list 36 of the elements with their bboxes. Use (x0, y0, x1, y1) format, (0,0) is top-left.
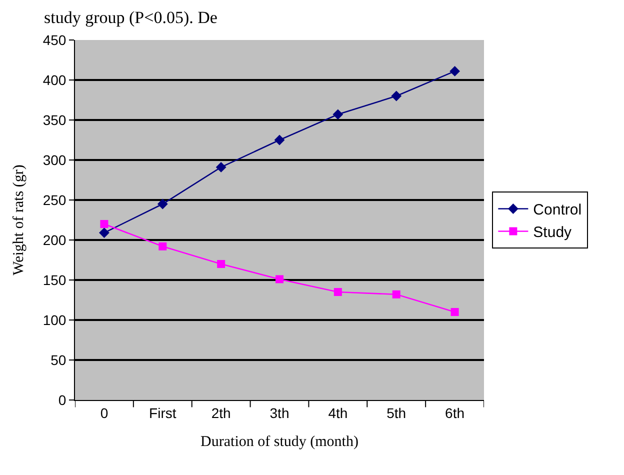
y-tick-label: 350 (42, 112, 66, 128)
point (100, 220, 108, 228)
x-tick-label: 0 (100, 404, 108, 421)
x-tick-label: 4th (328, 404, 348, 421)
x-axis-title: Duration of study (month) (200, 434, 358, 450)
legend-label: Study (533, 224, 572, 242)
x-tick-label: 2th (211, 404, 231, 421)
x-tick-label: 3th (270, 404, 290, 421)
y-tick-label: 200 (42, 232, 66, 248)
point (99, 228, 110, 238)
x-tick-label: First (149, 404, 176, 421)
point (157, 198, 168, 210)
y-axis-title: Weight of rats (gr) (11, 164, 28, 276)
point (217, 260, 226, 268)
legend-label: Control (533, 202, 582, 219)
y-tick-label: 450 (42, 32, 66, 48)
y-tick-label: 300 (42, 152, 66, 168)
point (158, 242, 167, 250)
point (450, 66, 460, 76)
point (216, 162, 226, 172)
point (276, 275, 284, 284)
y-tick-label: 250 (42, 192, 66, 208)
y-tick-label: 100 (42, 312, 66, 328)
y-tick-label: 150 (42, 272, 66, 288)
text: study group (P<0.05). De (44, 8, 218, 27)
x-tick-label: 5th (386, 404, 406, 421)
point (274, 134, 285, 146)
point (391, 90, 402, 102)
x-tick-label: 6th (445, 404, 465, 421)
y-tick-label: 400 (42, 72, 66, 88)
point (392, 290, 400, 298)
point (332, 109, 344, 120)
y-tick-label: 0 (58, 392, 66, 408)
point (334, 288, 342, 296)
y-tick-label: 50 (50, 352, 66, 368)
point (450, 308, 459, 316)
